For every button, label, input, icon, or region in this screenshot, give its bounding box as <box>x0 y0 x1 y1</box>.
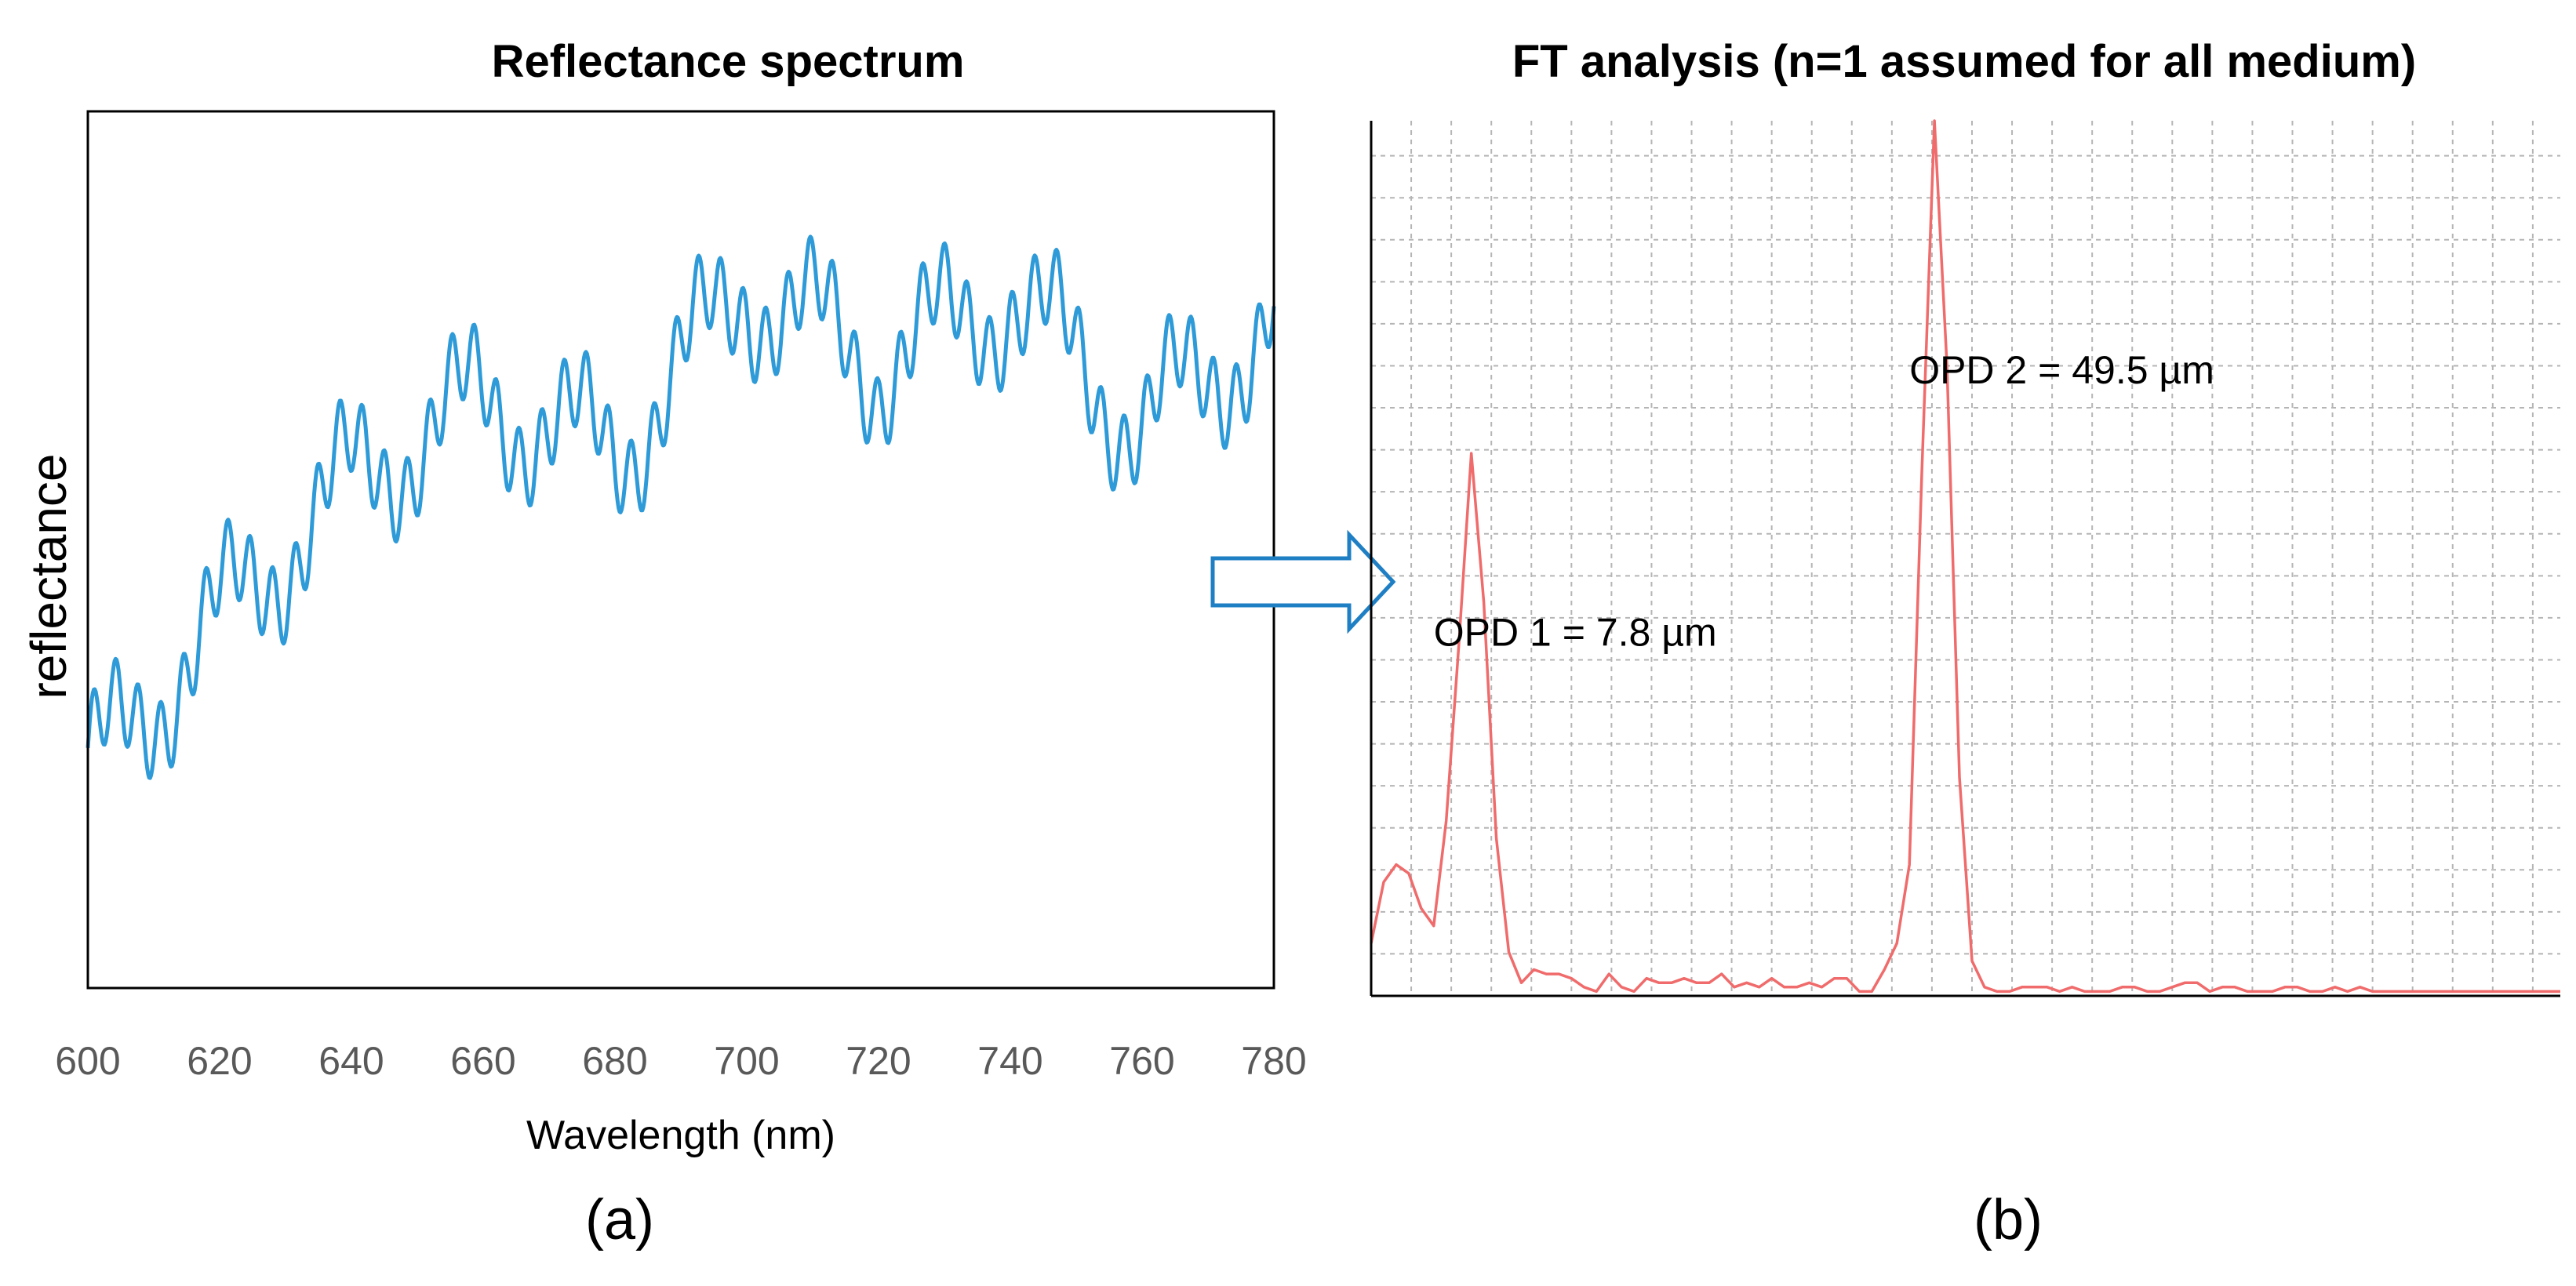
x-tick-label: 780 <box>1241 1039 1306 1083</box>
chart-a-series <box>86 234 1276 780</box>
x-tick-label: 720 <box>846 1039 911 1083</box>
chart-b-annotations: OPD 1 = 7.8 µm OPD 2 = 49.5 µm <box>1434 348 2214 655</box>
x-tick-label: 660 <box>450 1039 515 1083</box>
reflectance-line <box>86 234 1276 780</box>
chart-a-title: Reflectance spectrum <box>492 36 965 87</box>
x-tick-label: 640 <box>318 1039 384 1083</box>
x-tick-label: 600 <box>55 1039 120 1083</box>
x-tick-label: 680 <box>582 1039 647 1083</box>
chart-a-x-ticks: 600 620 640 660 680 700 720 740 760 780 <box>55 1039 1306 1083</box>
chart-a-ylabel: reflectance <box>20 453 77 699</box>
panel-b: FT analysis (n=1 assumed for all medium)… <box>1370 36 2560 1251</box>
panel-label-a: (a) <box>585 1189 654 1251</box>
chart-a-xlabel: Wavelength (nm) <box>526 1113 835 1158</box>
x-tick-label: 760 <box>1109 1039 1174 1083</box>
x-tick-label: 700 <box>714 1039 779 1083</box>
opd-annotation-1: OPD 1 = 7.8 µm <box>1434 611 1717 655</box>
chart-b-series <box>1370 119 2560 994</box>
right-arrow-icon <box>1210 529 1396 634</box>
panel-label-b: (b) <box>1974 1189 2043 1251</box>
panel-a: Reflectance spectrum reflectance 600 620 6… <box>20 36 1307 1251</box>
chart-a-frame <box>86 110 1275 990</box>
x-tick-label: 620 <box>187 1039 252 1083</box>
chart-b-grid <box>1371 121 2560 996</box>
opd-annotation-2: OPD 2 = 49.5 µm <box>1909 348 2214 392</box>
x-tick-label: 740 <box>977 1039 1042 1083</box>
chart-b-title: FT analysis (n=1 assumed for all medium) <box>1512 36 2416 87</box>
ft-amplitude-line <box>1370 119 2560 994</box>
